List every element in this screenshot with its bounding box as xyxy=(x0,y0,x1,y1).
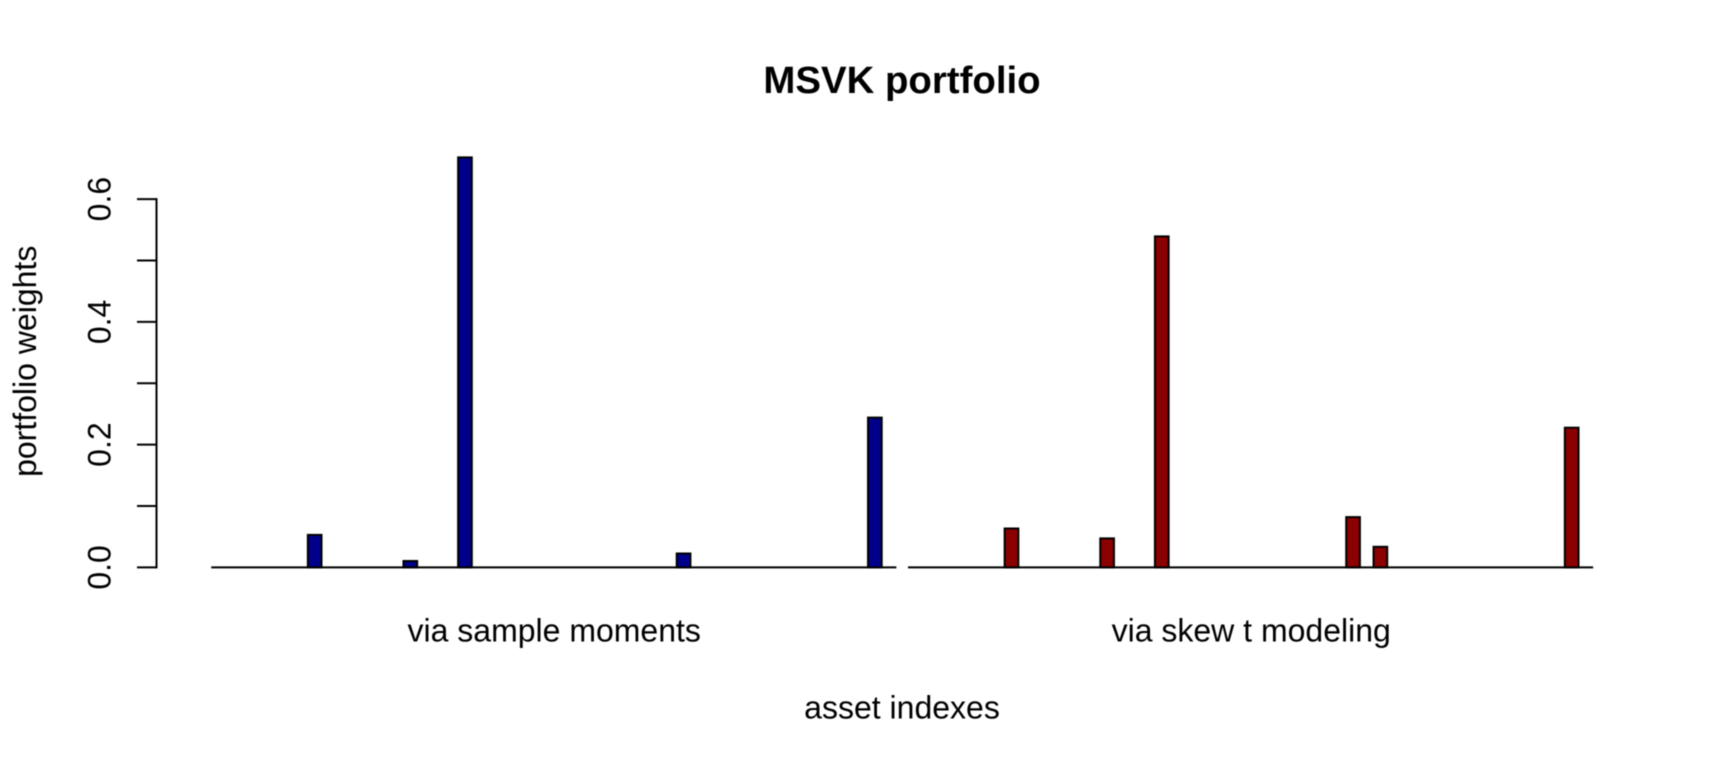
svg-text:via skew t modeling: via skew t modeling xyxy=(1112,612,1391,648)
svg-text:0.0: 0.0 xyxy=(82,545,118,589)
svg-text:0.4: 0.4 xyxy=(82,300,118,344)
svg-text:via sample moments: via sample moments xyxy=(407,612,700,648)
svg-text:asset indexes: asset indexes xyxy=(804,689,1000,725)
svg-text:MSVK portfolio: MSVK portfolio xyxy=(763,59,1040,102)
svg-text:0.6: 0.6 xyxy=(82,177,118,221)
svg-text:portfolio weights: portfolio weights xyxy=(7,246,43,477)
svg-text:0.2: 0.2 xyxy=(82,422,118,466)
